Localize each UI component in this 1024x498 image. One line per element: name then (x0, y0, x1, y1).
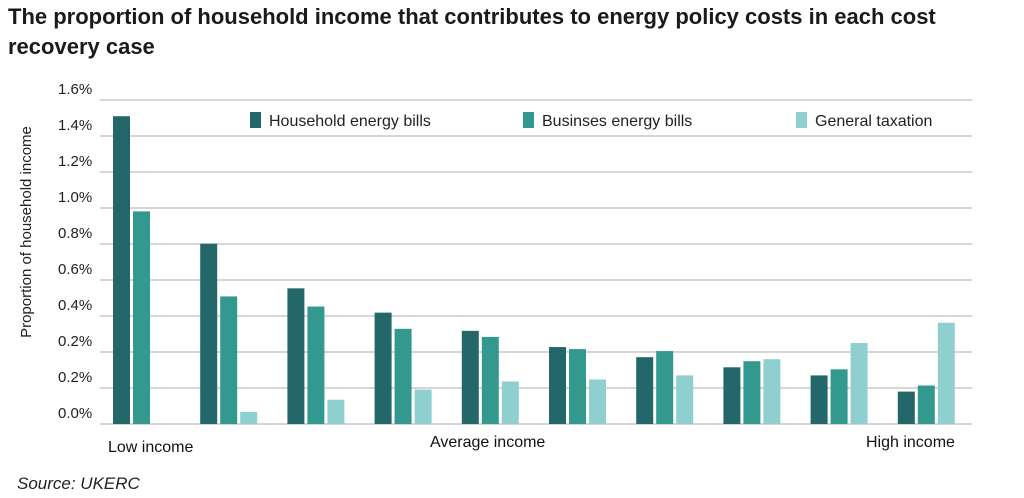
bar (723, 367, 741, 424)
legend-label: Household energy bills (269, 113, 431, 130)
bar (676, 375, 694, 424)
bar (374, 312, 392, 424)
y-tick-label: 0.6% (58, 261, 92, 278)
bar (589, 379, 606, 424)
y-tick-labels: 0.0% 0.2% 0.2% 0.4% 0.6% 0.8% 1.0% 1.2% 1.4% 1.6% (58, 81, 92, 422)
x-group-label: High income (866, 434, 955, 451)
source-note: Source: UKERC (17, 474, 140, 493)
bar (743, 361, 761, 424)
bar (656, 351, 674, 424)
bar (501, 381, 519, 424)
bar (113, 116, 130, 424)
y-tick-label: 1.4% (58, 117, 92, 134)
bar (287, 288, 305, 424)
bar (200, 243, 218, 424)
y-tick-label: 1.0% (58, 189, 92, 206)
x-group-label: Average income (430, 434, 545, 451)
x-group-labels: Low income Average income High income (108, 434, 955, 456)
legend-swatch (796, 112, 807, 128)
bar (307, 306, 325, 424)
bar (830, 369, 848, 424)
chart-svg: 0.0% 0.2% 0.2% 0.4% 0.6% 0.8% 1.0% 1.2% 1.4% 1.6%… (18, 81, 972, 456)
y-tick-label: 1.2% (58, 153, 92, 170)
bar (917, 385, 935, 424)
bar (327, 399, 345, 424)
y-tick-label: 0.8% (58, 225, 92, 242)
y-tick-label: 0.2% (58, 369, 92, 386)
bar (897, 391, 915, 424)
bar (394, 328, 412, 424)
y-tick-label: 0.4% (58, 297, 92, 314)
y-tick-label: 1.6% (58, 81, 92, 98)
y-axis-label: Proportion of household income (18, 126, 35, 338)
bar (133, 211, 150, 424)
legend-label: Businses energy bills (542, 113, 692, 130)
legend: Household energy bills Businses energy bi… (250, 112, 932, 130)
bar (461, 330, 479, 424)
chart-title: The proportion of household income that … (8, 4, 936, 59)
bar (810, 375, 828, 424)
bar (763, 359, 781, 424)
legend-label: General taxation (815, 113, 932, 130)
gridlines (100, 99, 972, 425)
bar (937, 322, 955, 424)
bar (636, 357, 654, 424)
legend-swatch (250, 112, 261, 128)
x-group-label: Low income (108, 439, 193, 456)
bar (549, 347, 566, 424)
bars (113, 116, 955, 424)
bar (481, 336, 499, 424)
y-tick-label: 0.0% (58, 405, 92, 422)
bar (569, 349, 586, 424)
bar (414, 389, 432, 424)
y-tick-label: 0.2% (58, 333, 92, 350)
bar (220, 296, 238, 424)
legend-swatch (523, 112, 534, 128)
bar (850, 343, 868, 424)
bar (240, 411, 258, 424)
